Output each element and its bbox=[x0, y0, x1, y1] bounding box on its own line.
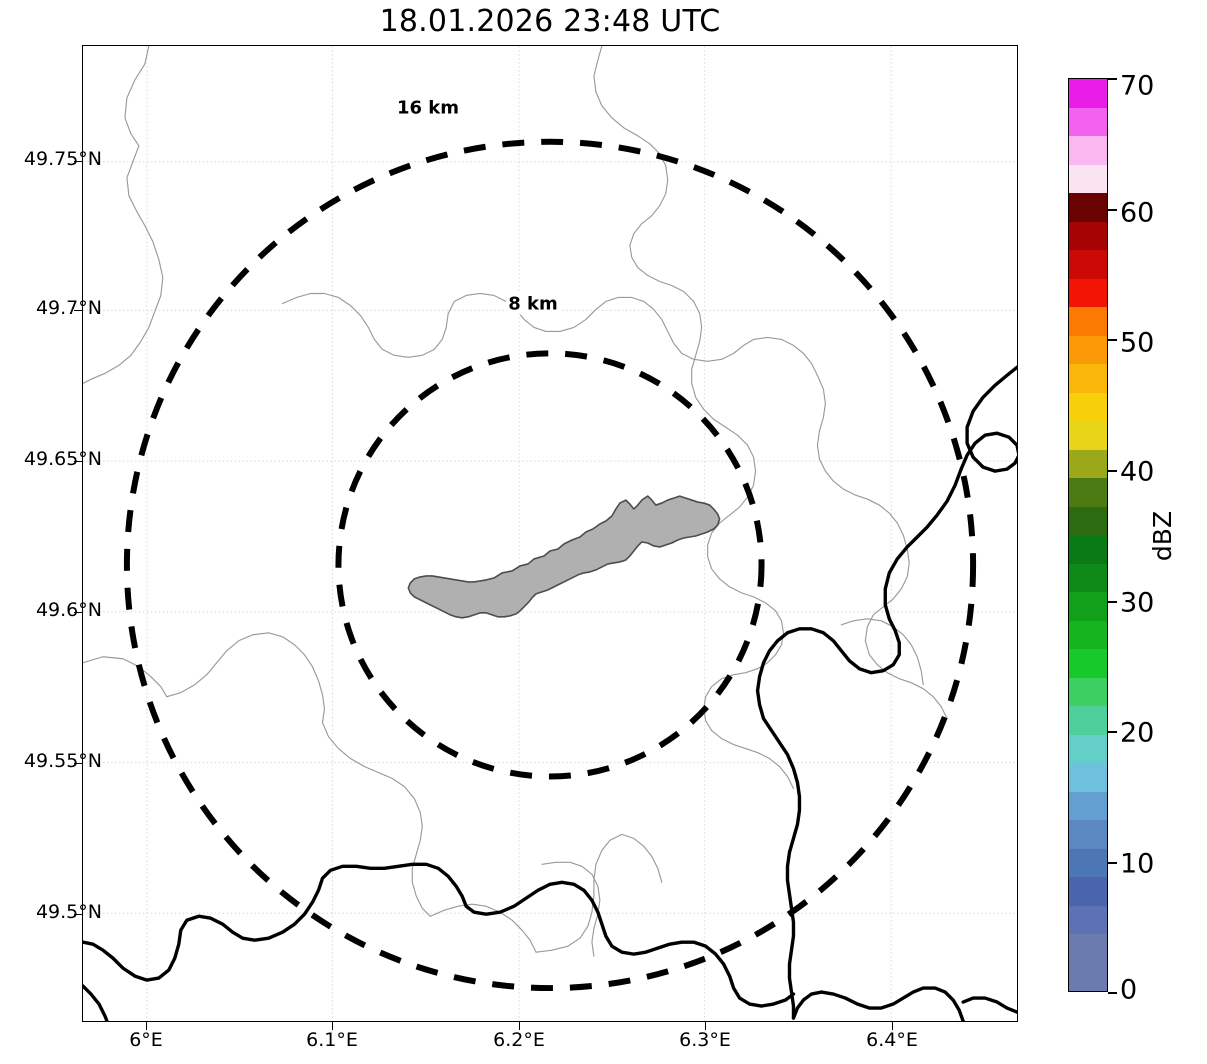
map-canvas bbox=[83, 46, 1017, 1021]
colorbar[interactable] bbox=[1068, 78, 1108, 992]
colorbar-axis-label: dBZ bbox=[1148, 510, 1177, 562]
colorbar-band bbox=[1069, 421, 1107, 450]
range-ring-label-8km: 8 km bbox=[506, 293, 560, 315]
colorbar-band bbox=[1069, 506, 1107, 535]
x-tick-label: 6.1°E bbox=[306, 1029, 358, 1051]
y-tick-label-text: 49.55°N bbox=[23, 750, 102, 772]
x-tick-label: 6°E bbox=[129, 1029, 163, 1051]
colorbar-tick-label: 30 bbox=[1120, 587, 1155, 619]
luxembourg-city-boundary bbox=[407, 495, 721, 619]
y-tick-label-text: 49.75°N bbox=[23, 148, 102, 170]
colorbar-tick-mark bbox=[1108, 209, 1117, 211]
y-tick-label-text: 49.5°N bbox=[35, 901, 102, 923]
colorbar-band bbox=[1069, 592, 1107, 621]
y-tick-label-text: 49.7°N bbox=[35, 297, 102, 319]
colorbar-band bbox=[1069, 307, 1107, 336]
colorbar-band bbox=[1069, 706, 1107, 735]
page-title: 18.01.2026 23:48 UTC bbox=[379, 4, 721, 39]
y-tick-mark bbox=[74, 914, 82, 916]
colorbar-band bbox=[1069, 677, 1107, 706]
colorbar-tick-mark bbox=[1108, 339, 1117, 341]
x-tick-mark bbox=[519, 1022, 521, 1030]
colorbar-band bbox=[1069, 392, 1107, 421]
colorbar-tick-label: 0 bbox=[1120, 974, 1138, 1006]
x-tick-label: 6.4°E bbox=[866, 1029, 918, 1051]
colorbar-band bbox=[1069, 620, 1107, 649]
y-tick-label-text: 49.6°N bbox=[35, 599, 102, 621]
colorbar-band bbox=[1069, 335, 1107, 364]
colorbar-band bbox=[1069, 164, 1107, 193]
colorbar-band bbox=[1069, 734, 1107, 763]
x-tick-mark bbox=[332, 1022, 334, 1030]
y-tick-mark bbox=[74, 461, 82, 463]
colorbar-tick-mark bbox=[1108, 470, 1117, 472]
colorbar-tick-mark bbox=[1108, 601, 1117, 603]
colorbar-tick-label: 50 bbox=[1120, 327, 1155, 359]
colorbar-band bbox=[1069, 364, 1107, 393]
colorbar-band bbox=[1069, 649, 1107, 678]
colorbar-band bbox=[1069, 136, 1107, 165]
colorbar-tick-mark bbox=[1108, 731, 1117, 733]
colorbar-band bbox=[1069, 934, 1107, 963]
gridlines bbox=[83, 46, 1017, 1021]
colorbar-band bbox=[1069, 820, 1107, 849]
colorbar-tick-mark bbox=[1108, 862, 1117, 864]
x-tick-mark bbox=[705, 1022, 707, 1030]
colorbar-band bbox=[1069, 535, 1107, 564]
colorbar-tick-mark bbox=[1108, 78, 1117, 80]
colorbar-band bbox=[1069, 107, 1107, 136]
range-ring-label-16km: 16 km bbox=[394, 97, 462, 119]
colorbar-band bbox=[1069, 962, 1107, 991]
colorbar-band bbox=[1069, 763, 1107, 792]
colorbar-tick-label: 70 bbox=[1120, 70, 1155, 102]
colorbar-tick-label: 40 bbox=[1120, 456, 1155, 488]
colorbar-band bbox=[1069, 278, 1107, 307]
colorbar-tick-mark bbox=[1108, 992, 1117, 994]
colorbar-band bbox=[1069, 905, 1107, 934]
colorbar-band bbox=[1069, 478, 1107, 507]
colorbar-band bbox=[1069, 877, 1107, 906]
radar-map-axes[interactable]: 16 km 8 km bbox=[82, 45, 1018, 1022]
x-tick-label: 6.3°E bbox=[679, 1029, 731, 1051]
y-tick-mark bbox=[74, 763, 82, 765]
colorbar-band bbox=[1069, 79, 1107, 108]
y-tick-label-text: 49.65°N bbox=[23, 448, 102, 470]
colorbar-band bbox=[1069, 449, 1107, 478]
colorbar-tick-label: 20 bbox=[1120, 717, 1155, 749]
y-tick-mark bbox=[74, 612, 82, 614]
x-tick-label: 6.2°E bbox=[493, 1029, 545, 1051]
colorbar-tick-label: 60 bbox=[1120, 197, 1155, 229]
colorbar-band bbox=[1069, 250, 1107, 279]
commune-borders bbox=[83, 46, 948, 957]
x-tick-mark bbox=[892, 1022, 894, 1030]
y-tick-mark bbox=[74, 310, 82, 312]
y-tick-mark bbox=[74, 161, 82, 163]
colorbar-band bbox=[1069, 221, 1107, 250]
x-tick-mark bbox=[146, 1022, 148, 1030]
range-ring-8km bbox=[335, 350, 765, 780]
colorbar-band bbox=[1069, 193, 1107, 222]
colorbar-band bbox=[1069, 848, 1107, 877]
colorbar-tick-label: 10 bbox=[1120, 848, 1155, 880]
range-ring-16km bbox=[123, 138, 977, 992]
colorbar-band bbox=[1069, 563, 1107, 592]
range-rings bbox=[123, 138, 977, 992]
colorbar-band bbox=[1069, 791, 1107, 820]
national-borders bbox=[83, 365, 1017, 1021]
